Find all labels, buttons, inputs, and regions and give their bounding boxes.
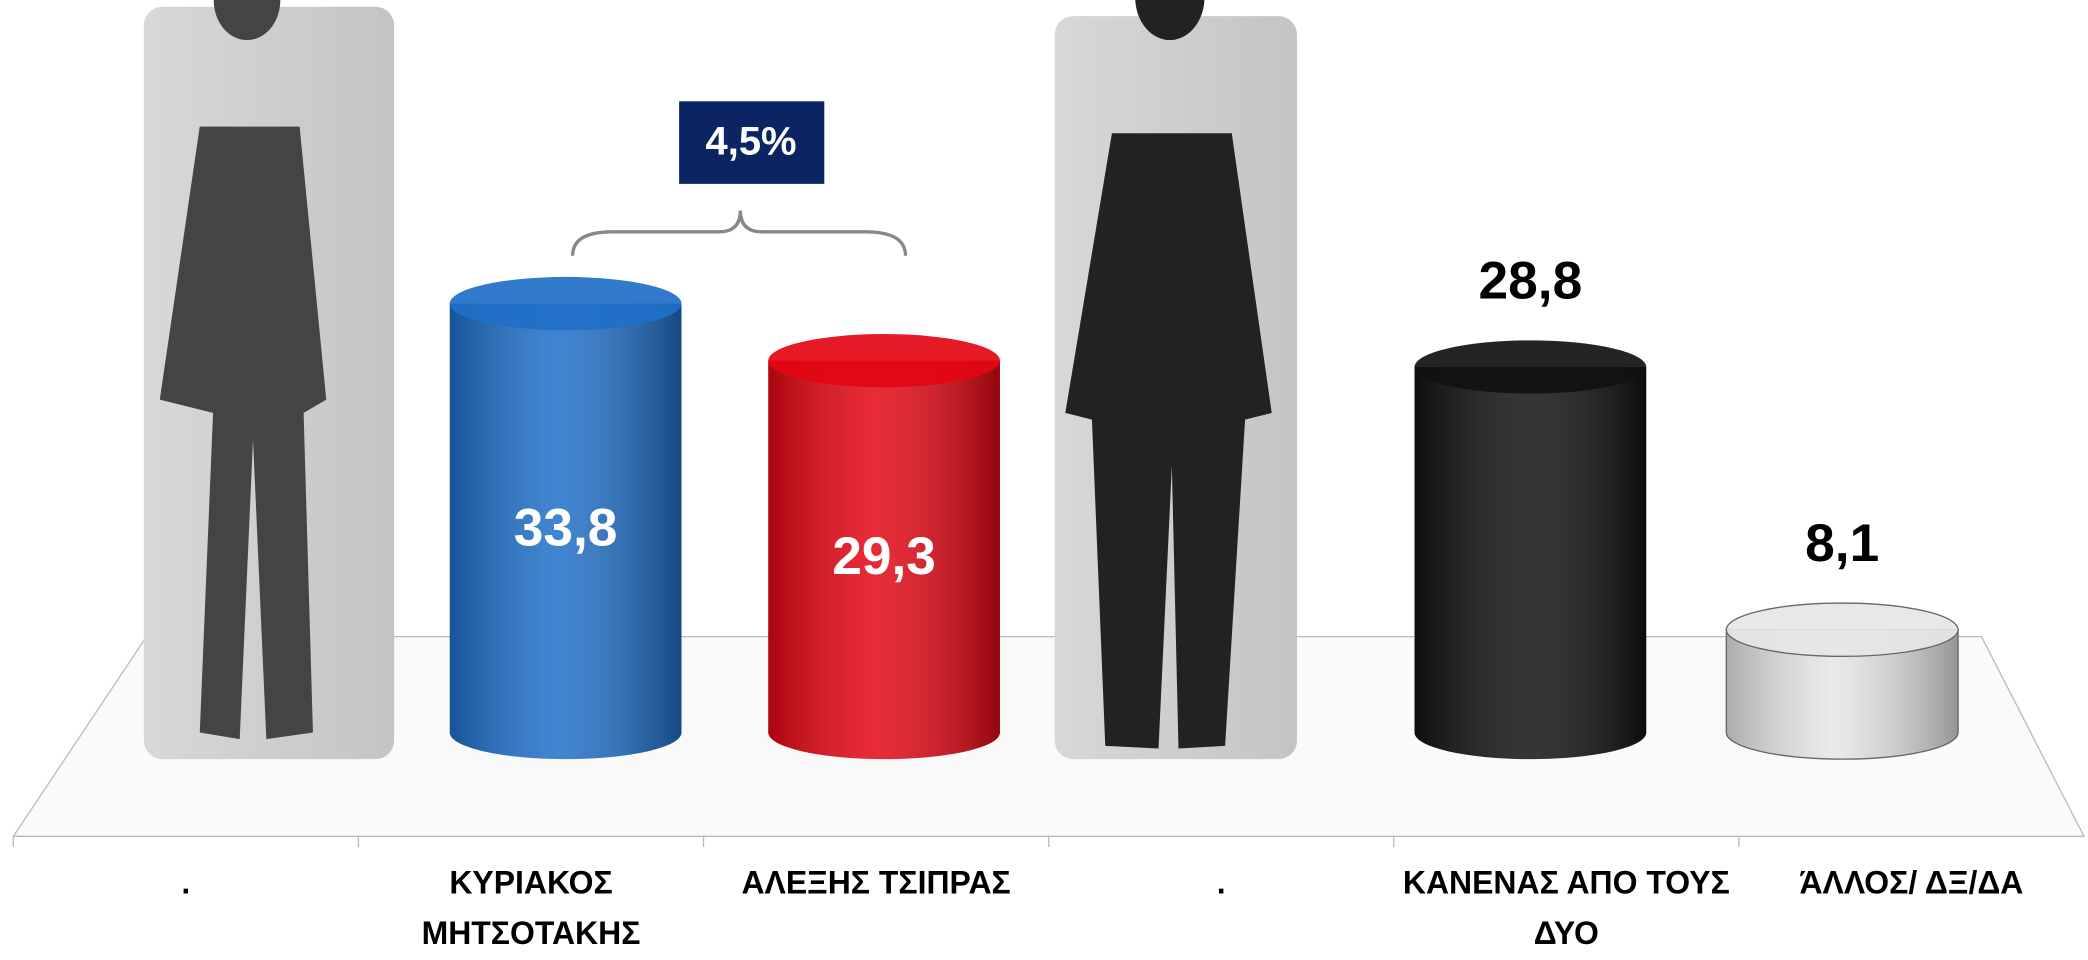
x-tick-label: .: [19, 859, 352, 910]
x-label: .: [19, 859, 352, 955]
x-tick-label: ΑΛΕΞΗΣ ΤΣΙΠΡΑΣ: [710, 859, 1043, 910]
bar-top: [1415, 340, 1647, 393]
x-tick-label: ΚΥΡΙΑΚΟΣ ΜΗΤΣΟΤΑΚΗΣ: [365, 859, 698, 955]
bar-top: [768, 334, 1000, 387]
value-label: 28,8: [1479, 252, 1583, 311]
x-tick-label: .: [1055, 859, 1388, 910]
x-label: ΆΛΛΟΣ/ ΔΞ/ΔΑ: [1745, 859, 2078, 955]
cylinder: [1726, 603, 1958, 759]
x-tick-label: ΆΛΛΟΣ/ ΔΞ/ΔΑ: [1745, 859, 2078, 910]
bar-top: [1726, 603, 1958, 656]
bar-top: [450, 277, 682, 330]
photo-2: [1055, 0, 1297, 759]
value-label: 8,1: [1805, 514, 1879, 573]
chart: 4,5% . ΚΥΡΙΑΚΟΣ ΜΗΤΣΟΤΑΚΗΣ 33,8 ΑΛΕΞΗΣ ΤΣΙΠ…: [0, 0, 2088, 955]
value-label: 33,8: [514, 498, 618, 557]
bar-shade: [1415, 367, 1647, 759]
annotation-label: 4,5%: [706, 119, 797, 163]
x-label: .: [1055, 859, 1388, 955]
x-label: ΑΛΕΞΗΣ ΤΣΙΠΡΑΣ: [710, 859, 1043, 955]
photo-1: [144, 0, 394, 759]
x-label: ΚΥΡΙΑΚΟΣ ΜΗΤΣΟΤΑΚΗΣ: [365, 859, 698, 955]
annotation: 4,5%: [573, 101, 906, 255]
cylinder: [1415, 340, 1647, 759]
x-tick-label: ΚΑΝΕΝΑΣ ΑΠΟ ΤΟΥΣ ΔΥΟ: [1400, 859, 1733, 955]
value-label: 29,3: [832, 527, 936, 586]
x-label: ΚΑΝΕΝΑΣ ΑΠΟ ΤΟΥΣ ΔΥΟ: [1400, 859, 1733, 955]
